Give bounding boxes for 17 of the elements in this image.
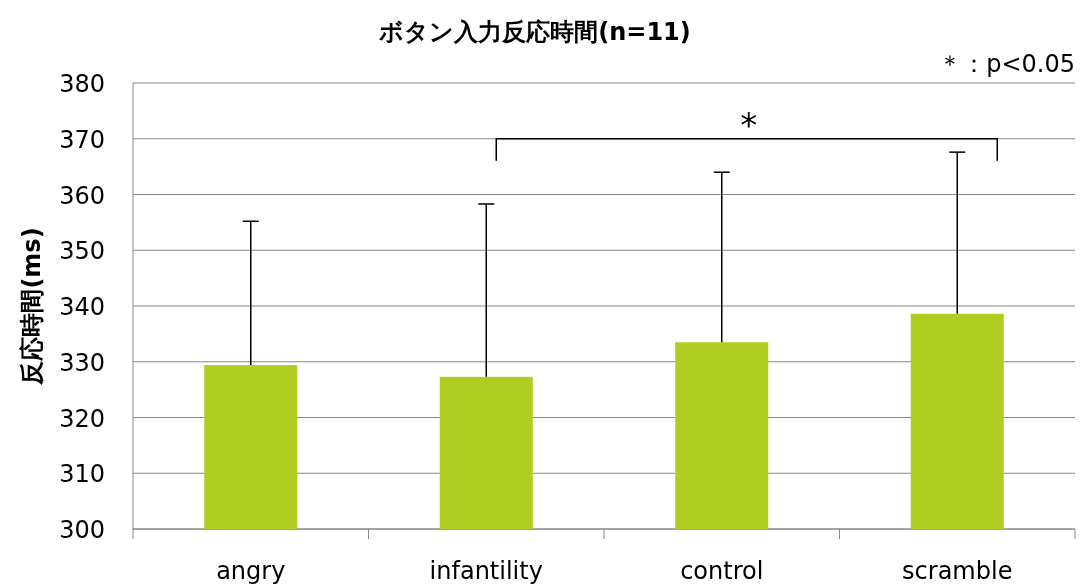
x-tick-label: scramble [902, 557, 1013, 584]
y-tick-label: 380 [59, 70, 105, 98]
y-tick-label: 300 [59, 516, 105, 544]
y-tick-label: 350 [59, 237, 105, 266]
y-tick-label: 330 [59, 348, 105, 377]
x-tick-label: infantility [429, 557, 543, 584]
x-tick-label: angry [216, 557, 286, 584]
y-axis-title: 反応時間(ms) [18, 227, 46, 386]
chart-title: ボタン入力反応時間(n=11) [378, 18, 691, 46]
x-tick-label: control [680, 557, 764, 584]
y-tick-label: 360 [59, 181, 105, 210]
y-tick-label: 310 [59, 460, 105, 489]
y-tick-label: 320 [59, 404, 105, 433]
text: ＊：p<0.05 [938, 50, 1075, 78]
y-tick-label: 340 [59, 293, 105, 321]
y-tick-label: 370 [59, 125, 105, 154]
annotation: * [740, 104, 758, 145]
